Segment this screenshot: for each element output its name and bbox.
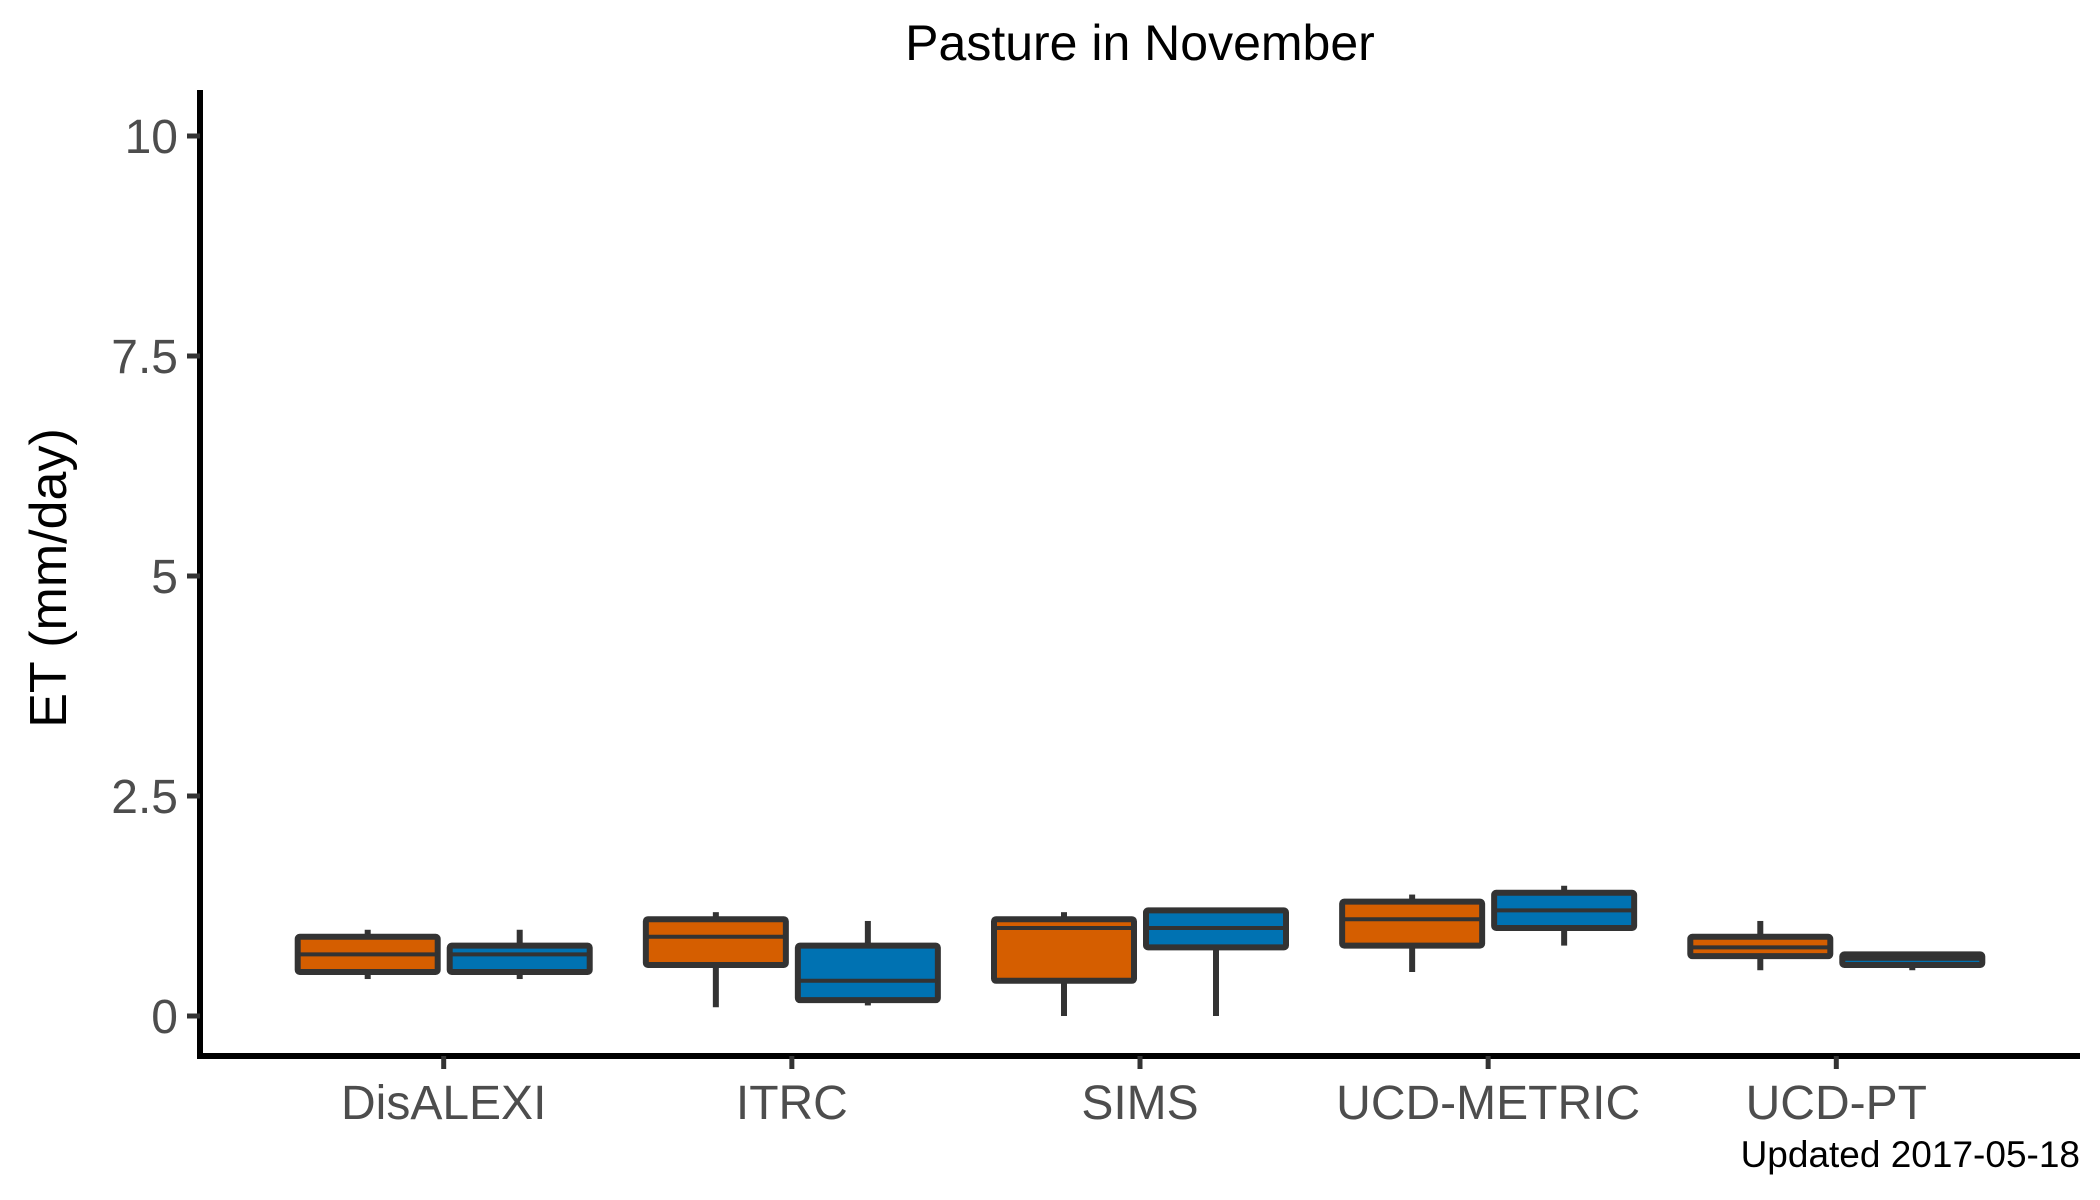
box-ucd-pt-2 xyxy=(1839,951,1986,971)
x-tick-label: SIMS xyxy=(1081,1077,1198,1130)
y-ticks: 0 2.5 5 7.5 10 xyxy=(111,111,200,1044)
box-sims-1 xyxy=(991,912,1137,1016)
chart-title: Pasture in November xyxy=(905,15,1375,71)
box-disalexi-2 xyxy=(446,929,593,980)
y-tick-label: 5 xyxy=(151,551,178,604)
box-ucd-metric-1 xyxy=(1339,894,1486,972)
box-ucd-metric-2 xyxy=(1491,885,1638,946)
box-itrc-2 xyxy=(794,920,941,1006)
y-tick-label: 0 xyxy=(151,991,178,1044)
x-tick-label: UCD-METRIC xyxy=(1336,1077,1640,1130)
box-iqr xyxy=(642,916,789,968)
chart-caption: Updated 2017-05-18 xyxy=(1741,1134,2080,1175)
x-tick-label: UCD-PT xyxy=(1746,1077,1927,1130)
box-groups xyxy=(294,885,1986,1016)
x-tick-label: ITRC xyxy=(736,1077,848,1130)
y-tick-label: 2.5 xyxy=(111,771,178,824)
y-tick-label: 7.5 xyxy=(111,331,178,384)
box-ucd-pt-1 xyxy=(1687,920,1834,971)
box-iqr xyxy=(446,942,593,975)
y-axis-label: ET (mm/day) xyxy=(20,428,78,728)
box-iqr xyxy=(794,942,941,1004)
box-sims-2 xyxy=(1143,907,1289,1016)
y-tick-label: 10 xyxy=(125,111,178,164)
box-iqr xyxy=(991,916,1137,984)
box-iqr xyxy=(1339,898,1486,949)
x-tick-label: DisALEXI xyxy=(341,1077,546,1130)
x-ticks: DisALEXI ITRC SIMS UCD-METRIC UCD-PT xyxy=(341,1056,1927,1130)
box-itrc-1 xyxy=(642,912,789,1008)
box-disalexi-1 xyxy=(294,929,441,980)
